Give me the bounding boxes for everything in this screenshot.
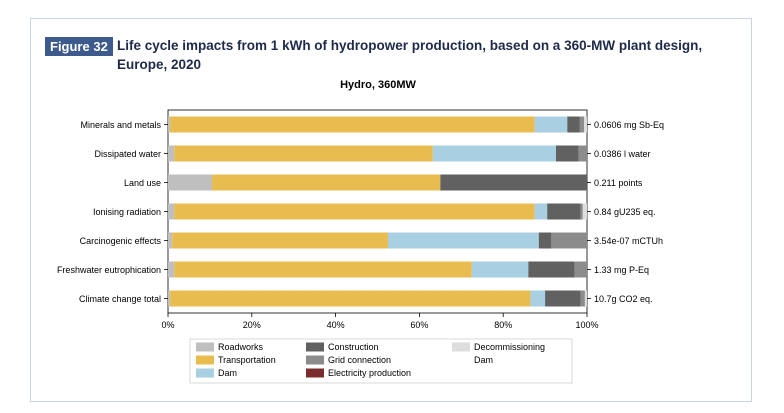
bar-segment-construction — [528, 261, 575, 278]
bar-segment-transportation — [174, 145, 433, 162]
y-tick-label: Ionising radiation — [93, 207, 161, 217]
bar-segment-roadworks — [168, 116, 171, 133]
figure-title: Life cycle impacts from 1 kWh of hydropo… — [117, 38, 703, 72]
total-label: 0.211 points — [594, 178, 643, 188]
legend-label: Decommissioning — [474, 342, 545, 352]
y-tick-label: Land use — [124, 178, 161, 188]
bar-segment-roadworks — [168, 290, 171, 307]
plot-area: Minerals and metals 0.0606 mg Sb-Eq Dissip… — [57, 109, 664, 330]
x-tick-label: 0% — [161, 320, 174, 330]
bar-segment-grid-connection — [580, 290, 585, 307]
total-label: 3.54e-07 mCTUh — [594, 236, 663, 246]
bar-segment-dam — [471, 261, 529, 278]
total-label: 0.84 gU235 eq. — [594, 207, 656, 217]
bar-segment-transportation — [170, 290, 531, 307]
legend-swatch — [306, 342, 324, 352]
y-tick-label: Climate change total — [79, 294, 161, 304]
x-tick-label: 80% — [494, 320, 512, 330]
legend-swatch — [306, 355, 324, 365]
total-label: 0.0606 mg Sb-Eq — [594, 120, 664, 130]
x-tick-label: 100% — [575, 320, 598, 330]
legend-label: Transportation — [218, 355, 276, 365]
legend-label: Dam — [218, 368, 237, 378]
bar-segment-grid-connection — [579, 116, 585, 133]
bar-segment-dam — [530, 290, 546, 307]
x-tick-label: 60% — [410, 320, 428, 330]
bar-segment-roadworks — [168, 145, 175, 162]
bar-segment-dam — [534, 203, 548, 220]
legend-swatch — [196, 368, 214, 378]
bar-segment-roadworks — [168, 203, 175, 220]
y-tick-label: Freshwater eutrophication — [57, 265, 161, 275]
legend-label: Roadworks — [218, 342, 264, 352]
legend-swatch — [196, 355, 214, 365]
bar-segment-dam — [534, 116, 568, 133]
bar-segment-roadworks — [168, 174, 212, 191]
legend-swatch — [452, 342, 470, 352]
bar-segment-decommissioning-dam — [584, 290, 587, 307]
legend-label: Construction — [328, 342, 379, 352]
bar-segment-construction — [555, 145, 579, 162]
x-tick-label: 20% — [243, 320, 261, 330]
figure-tag: Figure 32 — [45, 37, 113, 56]
legend: Roadworks Transportation Dam Construction Gr… — [189, 338, 573, 384]
bar-segment-construction — [440, 174, 587, 191]
total-label: 1.33 mg P-Eq — [594, 265, 649, 275]
legend-label-line2: Dam — [474, 355, 493, 365]
bar-segment-transportation — [172, 232, 388, 249]
bar-segment-transportation — [174, 261, 472, 278]
y-tick-label: Minerals and metals — [80, 120, 161, 130]
bar-segment-construction — [567, 116, 580, 133]
bar-segment-grid-connection — [551, 232, 587, 249]
y-tick-label: Dissipated water — [94, 149, 161, 159]
legend-label: Grid connection — [328, 355, 391, 365]
bar-segment-transportation — [211, 174, 441, 191]
bar-segment-grid-connection — [578, 145, 587, 162]
bar-segment-grid-connection — [574, 261, 587, 278]
bar-segment-decommissioning-dam — [582, 203, 587, 220]
x-tick-label: 40% — [327, 320, 345, 330]
bar-segment-dam — [432, 145, 556, 162]
bar-segment-roadworks — [168, 261, 175, 278]
legend-swatch — [306, 368, 324, 378]
legend-label: Electricity production — [328, 368, 411, 378]
total-label: 0.0386 l water — [594, 149, 651, 159]
total-label: 10.7g CO2 eq. — [594, 294, 653, 304]
chart-title: Hydro, 360MW — [340, 79, 416, 91]
bar-segment-construction — [538, 232, 552, 249]
bar-segment-grid-connection — [580, 203, 583, 220]
legend-box — [189, 338, 573, 384]
bar-segment-roadworks — [168, 232, 173, 249]
bar-segment-transportation — [174, 203, 535, 220]
bar-segment-construction — [547, 203, 581, 220]
bar-segment-construction — [545, 290, 581, 307]
legend-swatch — [196, 342, 214, 352]
bar-segment-dam — [387, 232, 539, 249]
y-tick-label: Carcinogenic effects — [80, 236, 162, 246]
bar-segment-decommissioning-dam — [584, 116, 587, 133]
bar-segment-transportation — [170, 116, 535, 133]
